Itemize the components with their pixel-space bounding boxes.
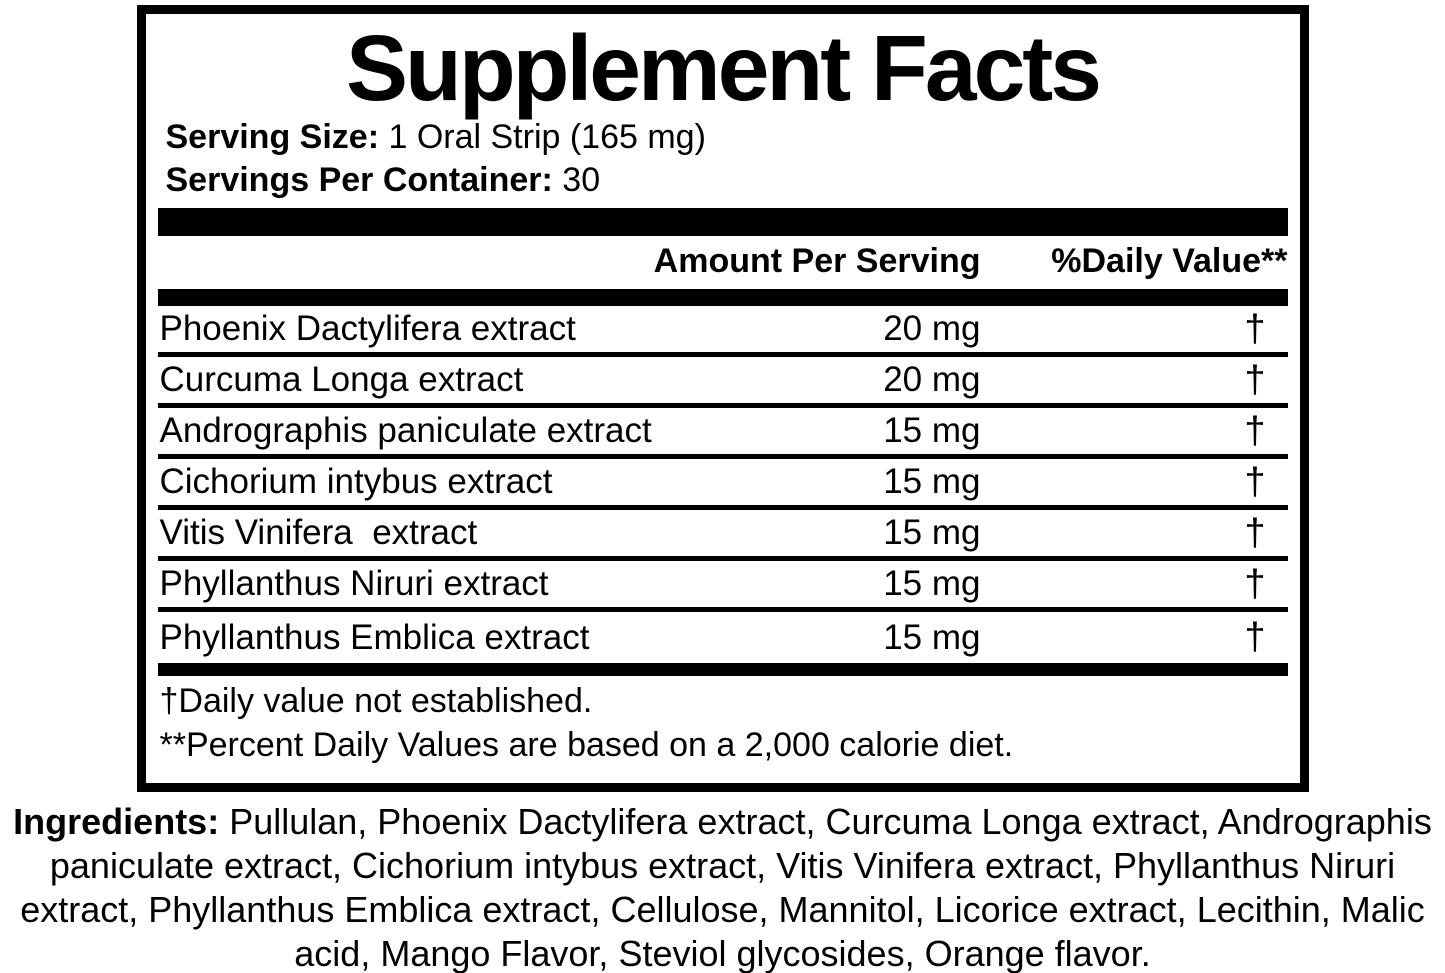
ingredients-paragraph: Ingredients: Pullulan, Phoenix Dactylife… xyxy=(12,800,1434,973)
serving-size-label: Serving Size: xyxy=(165,118,380,156)
nutrient-name: Cichorium intybus extract xyxy=(159,462,553,501)
supplement-facts-panel: Supplement Facts Serving Size: 1 Oral St… xyxy=(136,5,1309,792)
table-row: Phyllanthus Emblica extract 15 mg † xyxy=(158,612,1288,663)
divider-below-header xyxy=(157,289,1288,306)
percent-daily-value-footnote: **Percent Daily Values are based on a 2,… xyxy=(159,726,1014,764)
nutrient-daily-value: † xyxy=(1244,307,1266,350)
serving-info: Serving Size: 1 Oral Strip (165 mg) Serv… xyxy=(158,116,1288,202)
nutrient-daily-value: † xyxy=(1244,358,1266,401)
servings-per-container-line: Servings Per Container: 30 xyxy=(166,159,1288,202)
nutrient-amount: 20 mg xyxy=(883,309,981,348)
table-row: Phyllanthus Niruri extract 15 mg † xyxy=(157,561,1288,612)
nutrient-daily-value: † xyxy=(1244,460,1266,503)
nutrient-name: Vitis Vinifera extract xyxy=(159,513,478,552)
divider-thick-top xyxy=(157,208,1288,236)
nutrient-amount: 15 mg xyxy=(883,411,981,450)
panel-title: Supplement Facts xyxy=(346,16,1102,120)
nutrient-name: Curcuma Longa extract xyxy=(159,360,524,399)
nutrient-name: Phyllanthus Niruri extract xyxy=(159,564,549,603)
nutrient-name: Andrographis paniculate extract xyxy=(159,411,652,450)
nutrient-daily-value: † xyxy=(1244,616,1266,658)
ingredients-label: Ingredients: xyxy=(13,801,220,842)
nutrient-daily-value: † xyxy=(1244,511,1266,554)
nutrient-daily-value: † xyxy=(1244,409,1266,452)
ingredients-text: Pullulan, Phoenix Dactylifera extract, C… xyxy=(20,801,1432,973)
serving-size-value: 1 Oral Strip (165 mg) xyxy=(388,118,706,156)
nutrient-name: Phyllanthus Emblica extract xyxy=(159,617,590,657)
nutrient-name: Phoenix Dactylifera extract xyxy=(159,309,576,348)
nutrient-daily-value: † xyxy=(1244,562,1266,605)
footnotes: †Daily value not established. **Percent … xyxy=(158,679,1288,767)
servings-per-container-label: Servings Per Container: xyxy=(165,161,553,199)
table-row: Cichorium intybus extract 15 mg † xyxy=(157,459,1288,510)
servings-per-container-value: 30 xyxy=(562,161,601,199)
daily-value-header: %Daily Value** xyxy=(1051,242,1288,280)
divider-thick-bottom xyxy=(157,663,1288,676)
serving-size-line: Serving Size: 1 Oral Strip (165 mg) xyxy=(166,116,1288,159)
amount-per-serving-header: Amount Per Serving xyxy=(653,242,981,280)
nutrient-amount: 15 mg xyxy=(883,462,981,501)
table-row: Vitis Vinifera extract 15 mg † xyxy=(157,510,1288,561)
nutrient-amount: 15 mg xyxy=(883,513,981,552)
table-header-row: Amount Per Serving %Daily Value** xyxy=(158,236,1288,289)
table-row: Andrographis paniculate extract 15 mg † xyxy=(157,408,1288,459)
table-row: Curcuma Longa extract 20 mg † xyxy=(157,357,1288,408)
table-row: Phoenix Dactylifera extract 20 mg † xyxy=(157,306,1288,357)
nutrient-rows: Phoenix Dactylifera extract 20 mg † Curc… xyxy=(157,306,1288,663)
nutrient-amount: 20 mg xyxy=(883,360,981,399)
nutrient-amount: 15 mg xyxy=(883,617,981,657)
daily-value-footnote: †Daily value not established. xyxy=(159,682,593,720)
nutrient-amount: 15 mg xyxy=(883,564,981,603)
